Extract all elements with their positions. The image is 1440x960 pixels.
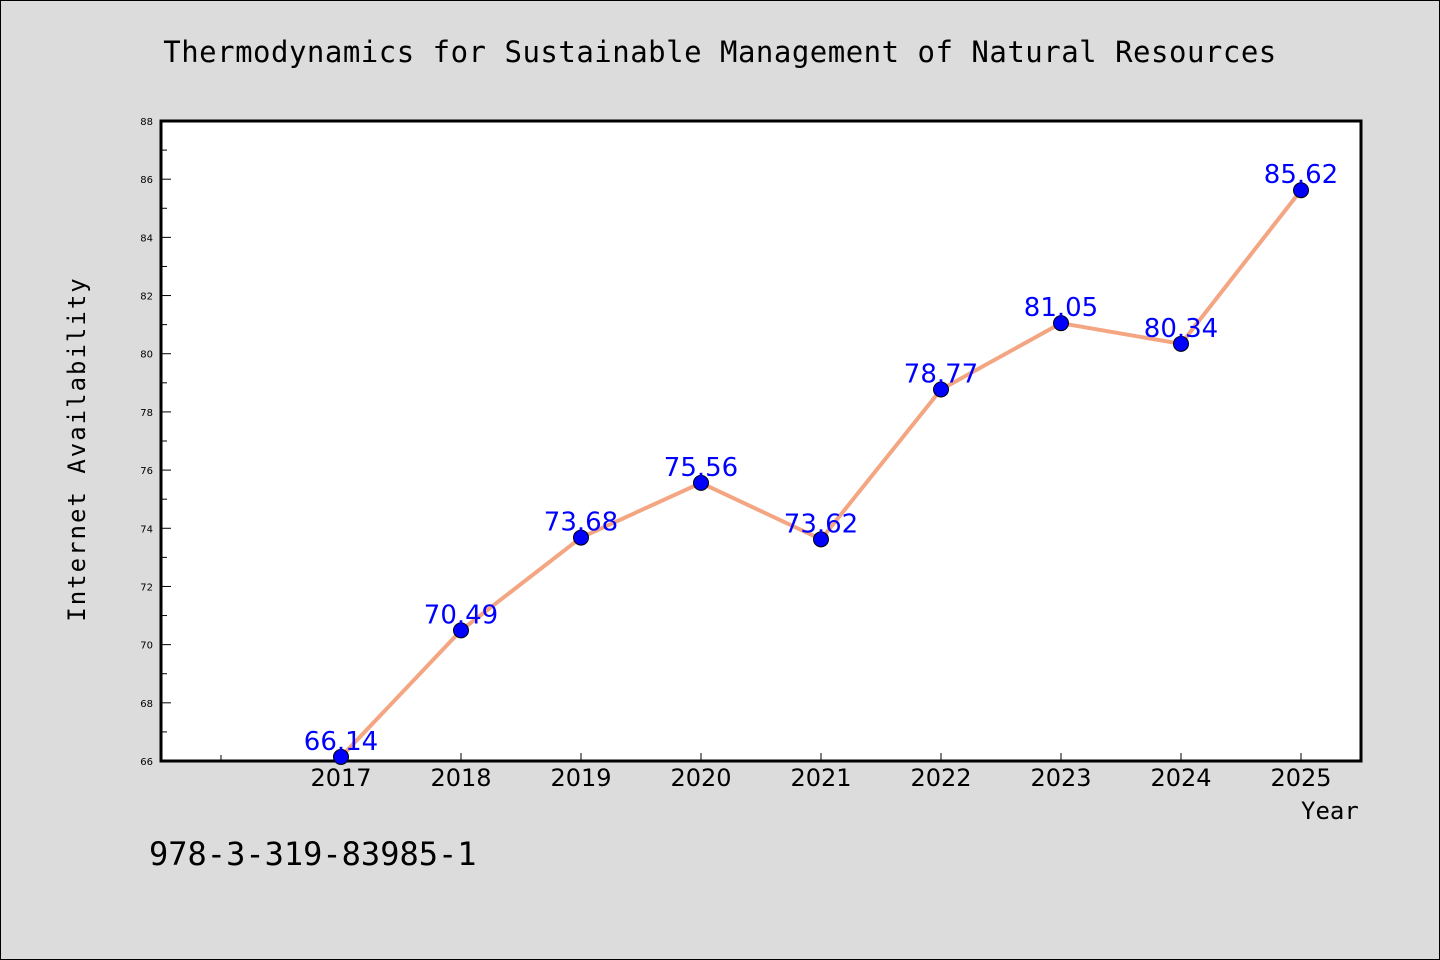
data-label: 66.14 bbox=[304, 727, 378, 757]
data-point bbox=[813, 531, 829, 548]
y-tick-label: 80 bbox=[140, 350, 153, 361]
data-point bbox=[453, 622, 469, 639]
data-label: 73.68 bbox=[544, 508, 618, 538]
plot-frame bbox=[159, 119, 1363, 763]
data-label: 81.05 bbox=[1024, 293, 1098, 323]
y-tick-label: 88 bbox=[140, 117, 153, 128]
data-label: 78.77 bbox=[904, 360, 978, 390]
data-point bbox=[933, 381, 949, 398]
x-tick-label: 2023 bbox=[1030, 764, 1091, 792]
y-tick-label: 78 bbox=[140, 408, 153, 419]
x-tick-label: 2021 bbox=[790, 764, 851, 792]
x-tick-label: 2025 bbox=[1270, 764, 1331, 792]
data-label: 85.62 bbox=[1264, 160, 1338, 190]
y-tick-label: 70 bbox=[140, 641, 153, 652]
x-tick-label: 2024 bbox=[1150, 764, 1211, 792]
data-label: 80.34 bbox=[1144, 314, 1218, 344]
isbn-annotation: 978-3-319-83985-1 bbox=[149, 835, 477, 873]
data-point bbox=[1173, 335, 1189, 352]
data-point bbox=[693, 474, 709, 491]
y-tick-label: 82 bbox=[140, 292, 153, 303]
y-tick-label: 76 bbox=[140, 466, 153, 477]
plot-area bbox=[161, 121, 1361, 761]
x-axis-label: Year bbox=[1301, 797, 1359, 825]
data-point bbox=[1293, 182, 1309, 199]
x-tick-label: 2017 bbox=[310, 764, 371, 792]
data-label: 75.56 bbox=[664, 453, 738, 483]
data-point bbox=[573, 529, 589, 546]
y-tick-label: 84 bbox=[140, 233, 153, 244]
x-tick-label: 2022 bbox=[910, 764, 971, 792]
y-tick-label: 68 bbox=[140, 699, 153, 710]
data-label: 73.62 bbox=[784, 509, 858, 539]
x-tick-label: 2020 bbox=[670, 764, 731, 792]
x-tick-label: 2019 bbox=[550, 764, 611, 792]
y-tick-label: 66 bbox=[140, 757, 153, 768]
data-point bbox=[333, 748, 349, 765]
data-label: 70.49 bbox=[424, 600, 498, 630]
y-tick-label: 86 bbox=[140, 175, 153, 186]
y-tick-label: 72 bbox=[140, 582, 153, 593]
y-tick-label: 74 bbox=[140, 524, 153, 535]
chart-title: Thermodynamics for Sustainable Managemen… bbox=[163, 35, 1277, 69]
data-point bbox=[1053, 315, 1069, 332]
x-tick-label: 2018 bbox=[430, 764, 491, 792]
